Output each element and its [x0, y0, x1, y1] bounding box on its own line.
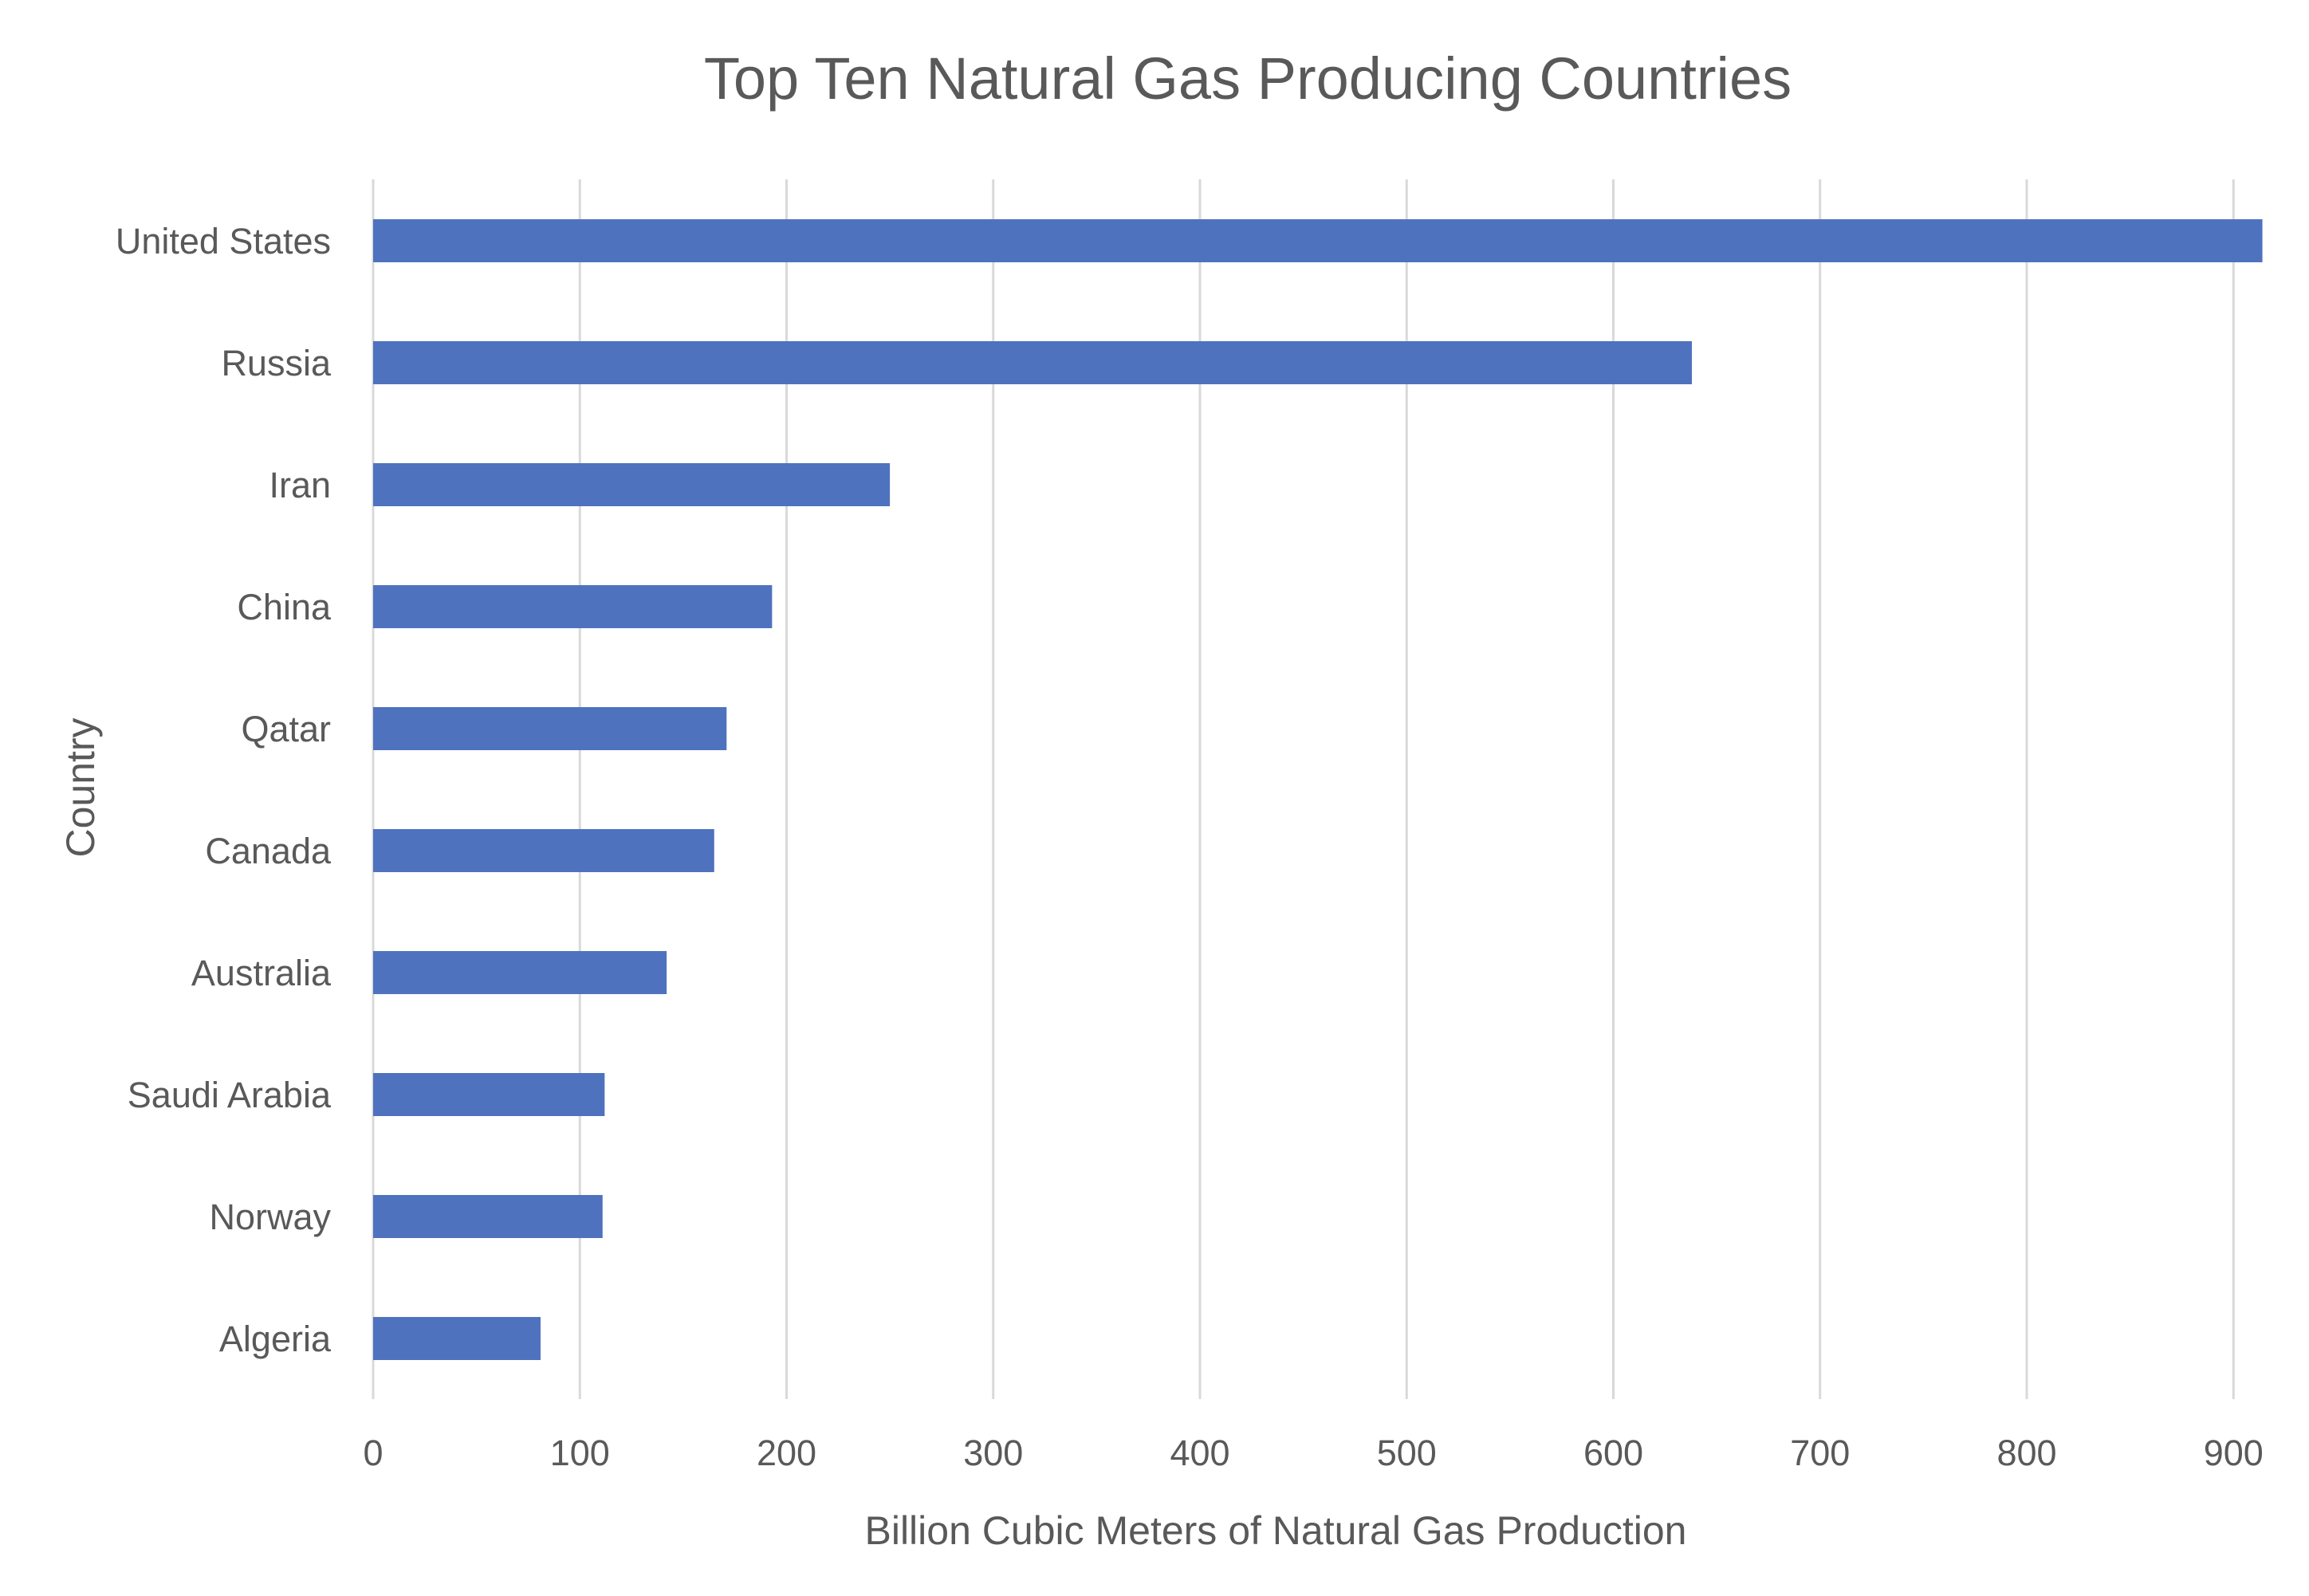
- bar-china: [373, 585, 773, 628]
- x-tick-label: 100: [550, 1433, 610, 1473]
- bar-norway: [373, 1195, 603, 1238]
- bar-united-states: [373, 219, 2263, 262]
- y-axis-title: Country: [58, 717, 103, 857]
- category-label: Saudi Arabia: [128, 1075, 332, 1115]
- bar-russia: [373, 341, 1693, 384]
- bar-iran: [373, 463, 891, 506]
- category-label: Qatar: [241, 709, 331, 749]
- bar-algeria: [373, 1317, 541, 1360]
- bars: [373, 219, 2263, 1360]
- category-label: Russia: [221, 343, 332, 383]
- x-tick-label: 800: [1996, 1433, 2056, 1473]
- x-tick-label: 0: [363, 1433, 383, 1473]
- chart-title: Top Ten Natural Gas Producing Countries: [704, 45, 1792, 112]
- category-label: Australia: [191, 953, 332, 993]
- x-axis-title: Billion Cubic Meters of Natural Gas Prod…: [864, 1508, 1686, 1553]
- category-label: China: [237, 587, 332, 627]
- category-label: Norway: [209, 1197, 331, 1237]
- x-tick-label: 600: [1583, 1433, 1643, 1473]
- x-tick-labels: 0 100 200 300 400 500 600 700 800 900: [363, 1433, 2263, 1473]
- x-tick-label: 700: [1790, 1433, 1850, 1473]
- category-label: Canada: [205, 831, 332, 871]
- bar-australia: [373, 951, 667, 994]
- x-tick-label: 900: [2204, 1433, 2264, 1473]
- bar-canada: [373, 829, 714, 872]
- category-label: Algeria: [219, 1319, 332, 1359]
- bar-qatar: [373, 707, 727, 750]
- x-tick-label: 400: [1170, 1433, 1229, 1473]
- category-label: Iran: [269, 465, 331, 505]
- bar-saudi-arabia: [373, 1073, 605, 1116]
- x-tick-label: 200: [757, 1433, 816, 1473]
- x-tick-label: 300: [963, 1433, 1023, 1473]
- x-tick-label: 500: [1377, 1433, 1437, 1473]
- category-labels: United States Russia Iran China Qatar Canada A…: [116, 221, 332, 1359]
- category-label: United States: [116, 221, 331, 261]
